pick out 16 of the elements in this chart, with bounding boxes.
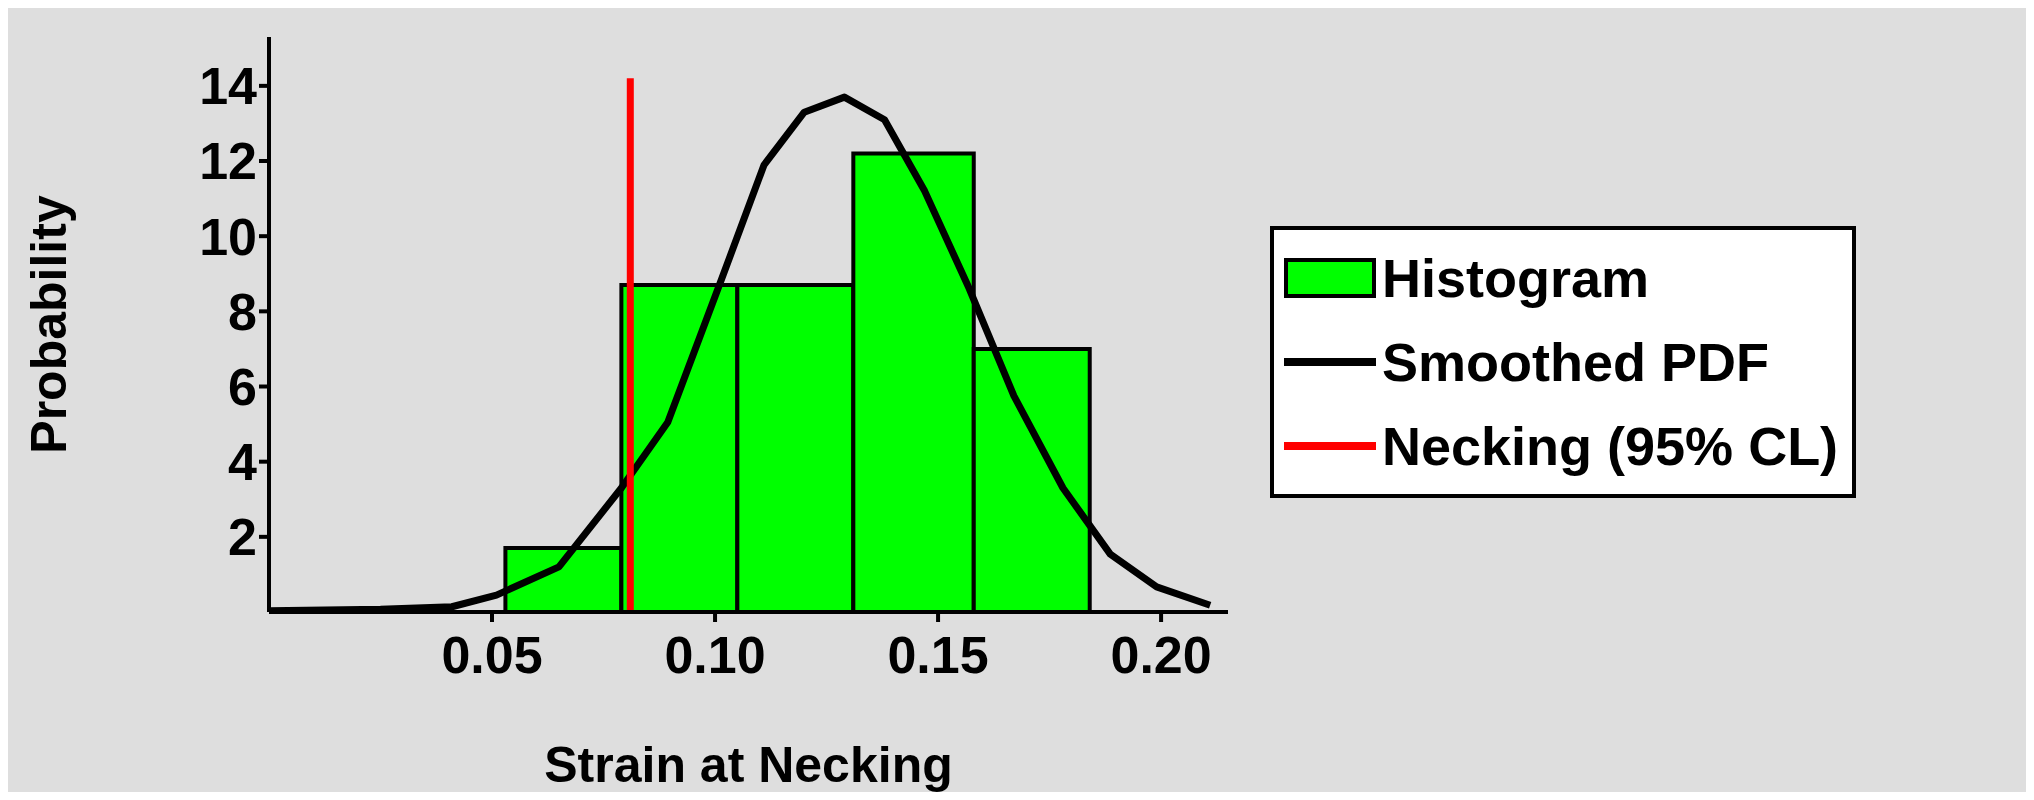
y-tick-label: 2 [228, 508, 257, 567]
y-tick-label: 6 [228, 357, 257, 416]
y-axis-title: Probability [20, 195, 77, 454]
y-tick-label: 4 [228, 433, 258, 492]
y-tick-label: 8 [228, 282, 257, 341]
x-tick-label: 0.10 [664, 625, 766, 684]
y-tick-label: 12 [199, 132, 257, 191]
y-tick-label: 14 [199, 57, 258, 116]
y-tick-label: 10 [199, 207, 257, 266]
x-tick-label: 0.05 [441, 625, 543, 684]
x-tick-label: 0.15 [887, 625, 989, 684]
legend-label: Histogram [1382, 247, 1650, 310]
legend-label: Smoothed PDF [1382, 331, 1769, 394]
x-tick-label: 0.20 [1110, 625, 1212, 684]
x-axis-title: Strain at Necking [544, 737, 953, 793]
legend-label: Necking (95% CL) [1382, 415, 1839, 478]
